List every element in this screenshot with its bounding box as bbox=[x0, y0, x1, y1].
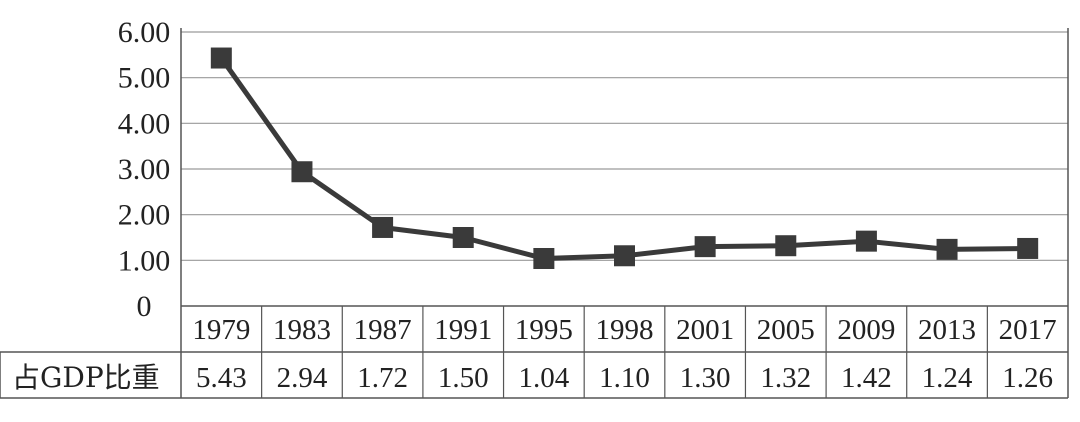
x-tick-label: 1998 bbox=[596, 314, 654, 346]
data-label: 1.72 bbox=[357, 362, 408, 394]
y-tick-label: 5.00 bbox=[118, 62, 171, 95]
data-label: 1.50 bbox=[438, 362, 489, 394]
y-tick-label: 4.00 bbox=[118, 107, 171, 140]
data-label: 1.24 bbox=[922, 362, 973, 394]
x-tick-label: 1987 bbox=[354, 314, 412, 346]
data-point-marker bbox=[372, 216, 394, 238]
data-table-values: 5.43 2.94 1.72 1.50 1.04 1.10 1.30 1.32 1.42 1.24… bbox=[196, 362, 1053, 394]
y-tick-label: 0 bbox=[137, 290, 152, 323]
data-table: 占GDP比重 bbox=[0, 28, 1069, 399]
data-point-marker bbox=[533, 248, 555, 270]
y-tick-label: 2.00 bbox=[118, 199, 171, 232]
series-markers bbox=[210, 47, 1039, 270]
x-tick-label: 1983 bbox=[273, 314, 331, 346]
y-tick-label: 1.00 bbox=[118, 244, 171, 277]
data-point-marker bbox=[291, 161, 313, 183]
x-tick-label: 2001 bbox=[676, 314, 734, 346]
data-point-marker bbox=[614, 245, 635, 267]
x-axis-ticks: 1979 1983 1987 1991 1995 1998 2001 2005 2009 2013… bbox=[192, 314, 1056, 346]
x-tick-label: 2017 bbox=[999, 314, 1057, 346]
gridlines bbox=[181, 31, 1068, 261]
y-tick-label: 6.00 bbox=[118, 16, 171, 49]
data-point-marker bbox=[855, 230, 877, 252]
data-label: 1.04 bbox=[518, 362, 569, 394]
x-tick-label: 2013 bbox=[918, 314, 976, 346]
y-tick-label: 3.00 bbox=[118, 153, 171, 186]
y-axis-ticks: 0 1.00 2.00 3.00 4.00 5.00 6.00 bbox=[118, 16, 171, 323]
data-point-marker bbox=[936, 238, 958, 260]
data-label: 1.26 bbox=[1002, 362, 1053, 394]
data-label: 2.94 bbox=[277, 362, 328, 394]
series-line-path bbox=[219, 56, 1028, 261]
x-tick-label: 1995 bbox=[515, 314, 573, 346]
data-point-marker bbox=[694, 236, 716, 258]
x-tick-label: 2009 bbox=[837, 314, 895, 346]
x-tick-label: 1991 bbox=[434, 314, 492, 346]
data-label: 1.32 bbox=[760, 362, 811, 394]
data-point-marker bbox=[210, 47, 232, 69]
series-row-label: 占GDP比重 bbox=[12, 361, 160, 394]
data-point-marker bbox=[1017, 237, 1039, 259]
x-tick-label: 2005 bbox=[757, 314, 815, 346]
data-label: 1.30 bbox=[680, 362, 731, 394]
data-point-marker bbox=[775, 235, 797, 257]
series-line bbox=[219, 56, 1028, 261]
data-label: 1.10 bbox=[599, 362, 650, 394]
data-point-marker bbox=[452, 227, 474, 248]
x-tick-label: 1979 bbox=[192, 314, 250, 346]
data-label: 1.42 bbox=[841, 362, 892, 394]
data-label: 5.43 bbox=[196, 362, 247, 394]
